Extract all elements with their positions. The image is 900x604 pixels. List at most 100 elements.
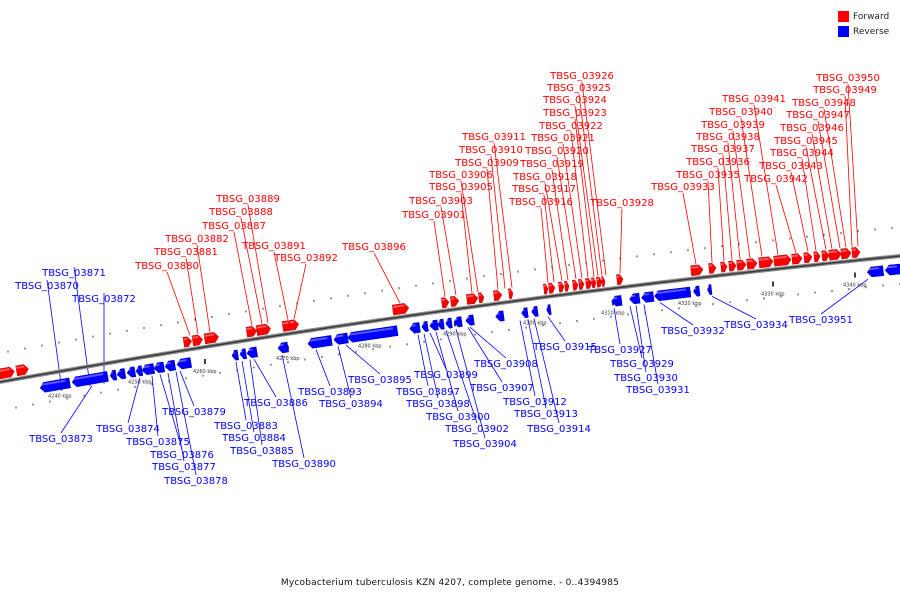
gene-label[interactable]: TBSG_03935 bbox=[675, 170, 740, 181]
reverse-gene-arrow[interactable] bbox=[307, 335, 333, 349]
gene-label[interactable]: TBSG_03916 bbox=[508, 197, 573, 208]
reverse-gene-arrow[interactable] bbox=[546, 304, 552, 315]
gene-label[interactable]: TBSG_03909 bbox=[454, 158, 519, 169]
gene-label[interactable]: TBSG_03932 bbox=[660, 326, 725, 337]
gene-label[interactable]: TBSG_03949 bbox=[812, 85, 877, 96]
reverse-gene-arrow[interactable] bbox=[429, 319, 439, 331]
forward-gene-arrow[interactable] bbox=[828, 249, 842, 261]
reverse-gene-arrow[interactable] bbox=[153, 361, 166, 374]
gene-label[interactable]: TBSG_03870 bbox=[14, 281, 79, 292]
forward-gene-arrow[interactable] bbox=[281, 320, 293, 332]
forward-gene-arrow[interactable] bbox=[813, 251, 821, 263]
forward-gene-arrow[interactable] bbox=[548, 282, 556, 294]
gene-label[interactable]: TBSG_03948 bbox=[791, 98, 856, 109]
gene-label[interactable]: TBSG_03929 bbox=[609, 359, 674, 370]
gene-label[interactable]: TBSG_03931 bbox=[625, 385, 690, 396]
gene-label[interactable]: TBSG_03900 bbox=[425, 412, 490, 423]
gene-label[interactable]: TBSG_03910 bbox=[458, 145, 523, 156]
reverse-gene-arrow[interactable] bbox=[164, 359, 177, 372]
gene-label[interactable]: TBSG_03886 bbox=[243, 398, 308, 409]
gene-label[interactable]: TBSG_03901 bbox=[401, 210, 466, 221]
forward-gene-arrow[interactable] bbox=[507, 288, 514, 300]
reverse-gene-arrow[interactable] bbox=[437, 318, 445, 330]
forward-gene-arrow[interactable] bbox=[720, 261, 728, 273]
gene-label[interactable]: TBSG_03903 bbox=[408, 196, 473, 207]
forward-gene-arrow[interactable] bbox=[449, 296, 460, 308]
gene-label[interactable]: TBSG_03893 bbox=[297, 387, 362, 398]
gene-label[interactable]: TBSG_03906 bbox=[428, 170, 493, 181]
gene-label[interactable]: TBSG_03881 bbox=[153, 247, 218, 258]
reverse-gene-arrow[interactable] bbox=[39, 377, 71, 393]
forward-gene-arrow[interactable] bbox=[245, 326, 257, 338]
reverse-gene-arrow[interactable] bbox=[465, 314, 475, 326]
reverse-gene-arrow[interactable] bbox=[641, 291, 655, 303]
forward-gene-arrow[interactable] bbox=[728, 260, 737, 272]
gene-label[interactable]: TBSG_03925 bbox=[546, 83, 611, 94]
gene-label[interactable]: TBSG_03941 bbox=[721, 94, 786, 105]
gene-label[interactable]: TBSG_03875 bbox=[125, 437, 190, 448]
gene-label[interactable]: TBSG_03911 bbox=[461, 132, 526, 143]
forward-gene-arrow[interactable] bbox=[543, 283, 549, 295]
reverse-gene-arrow[interactable] bbox=[277, 341, 289, 354]
gene-label[interactable]: TBSG_03947 bbox=[785, 110, 850, 121]
reverse-gene-arrow[interactable] bbox=[135, 365, 144, 377]
reverse-gene-arrow[interactable] bbox=[629, 292, 641, 305]
gene-label[interactable]: TBSG_03904 bbox=[452, 439, 517, 450]
forward-gene-arrow[interactable] bbox=[191, 334, 203, 347]
forward-gene-arrow[interactable] bbox=[601, 276, 606, 287]
forward-gene-arrow[interactable] bbox=[477, 292, 485, 304]
gene-label[interactable]: TBSG_03942 bbox=[743, 174, 808, 185]
gene-label[interactable]: TBSG_03919 bbox=[519, 159, 584, 170]
gene-label[interactable]: TBSG_03908 bbox=[473, 359, 538, 370]
forward-gene-arrow[interactable] bbox=[616, 274, 624, 286]
gene-label[interactable]: TBSG_03902 bbox=[444, 424, 509, 435]
gene-label[interactable]: TBSG_03915 bbox=[532, 342, 597, 353]
reverse-gene-arrow[interactable] bbox=[453, 316, 463, 328]
gene-label[interactable]: TBSG_03889 bbox=[215, 194, 280, 205]
forward-gene-arrow[interactable] bbox=[203, 332, 219, 345]
gene-label[interactable]: TBSG_03873 bbox=[28, 434, 93, 445]
reverse-gene-arrow[interactable] bbox=[176, 357, 193, 370]
gene-label[interactable]: TBSG_03946 bbox=[779, 123, 844, 134]
forward-gene-arrow[interactable] bbox=[578, 279, 585, 290]
gene-label[interactable]: TBSG_03936 bbox=[685, 157, 750, 168]
forward-gene-arrow[interactable] bbox=[708, 263, 717, 274]
reverse-gene-arrow[interactable] bbox=[521, 307, 529, 319]
forward-gene-arrow[interactable] bbox=[746, 258, 758, 270]
gene-label[interactable]: TBSG_03943 bbox=[758, 161, 823, 172]
forward-gene-arrow[interactable] bbox=[572, 279, 579, 291]
gene-label[interactable]: TBSG_03896 bbox=[341, 242, 406, 253]
gene-label[interactable]: TBSG_03905 bbox=[428, 182, 493, 193]
reverse-gene-arrow[interactable] bbox=[495, 310, 505, 322]
reverse-gene-arrow[interactable] bbox=[239, 348, 248, 360]
reverse-gene-arrow[interactable] bbox=[109, 369, 118, 381]
gene-label[interactable]: TBSG_03897 bbox=[395, 387, 460, 398]
gene-label[interactable]: TBSG_03912 bbox=[502, 397, 567, 408]
gene-label[interactable]: TBSG_03890 bbox=[271, 459, 336, 470]
gene-label[interactable]: TBSG_03926 bbox=[549, 71, 614, 82]
forward-gene-arrow[interactable] bbox=[255, 323, 271, 336]
forward-gene-arrow[interactable] bbox=[558, 281, 565, 293]
forward-gene-arrow[interactable] bbox=[821, 250, 830, 262]
gene-label[interactable]: TBSG_03882 bbox=[164, 234, 229, 245]
gene-label[interactable]: TBSG_03899 bbox=[413, 370, 478, 381]
gene-label[interactable]: TBSG_03878 bbox=[163, 476, 228, 487]
gene-label[interactable]: TBSG_03894 bbox=[318, 399, 383, 410]
gene-label[interactable]: TBSG_03924 bbox=[542, 95, 607, 106]
gene-label[interactable]: TBSG_03879 bbox=[161, 407, 226, 418]
gene-label[interactable]: TBSG_03923 bbox=[542, 108, 607, 119]
gene-label[interactable]: TBSG_03877 bbox=[151, 462, 216, 473]
gene-label[interactable]: TBSG_03944 bbox=[769, 148, 834, 159]
gene-label[interactable]: TBSG_03938 bbox=[695, 132, 760, 143]
gene-label[interactable]: TBSG_03922 bbox=[538, 121, 603, 132]
gene-label[interactable]: TBSG_03920 bbox=[524, 146, 589, 157]
gene-label[interactable]: TBSG_03891 bbox=[241, 241, 306, 252]
reverse-gene-arrow[interactable] bbox=[421, 321, 429, 332]
forward-gene-arrow[interactable] bbox=[851, 247, 861, 259]
forward-gene-arrow[interactable] bbox=[773, 254, 792, 267]
gene-label[interactable]: TBSG_03884 bbox=[221, 433, 286, 444]
gene-label[interactable]: TBSG_03940 bbox=[708, 107, 773, 118]
forward-gene-arrow[interactable] bbox=[440, 297, 450, 309]
gene-label[interactable]: TBSG_03892 bbox=[273, 253, 338, 264]
gene-label[interactable]: TBSG_03913 bbox=[513, 409, 578, 420]
